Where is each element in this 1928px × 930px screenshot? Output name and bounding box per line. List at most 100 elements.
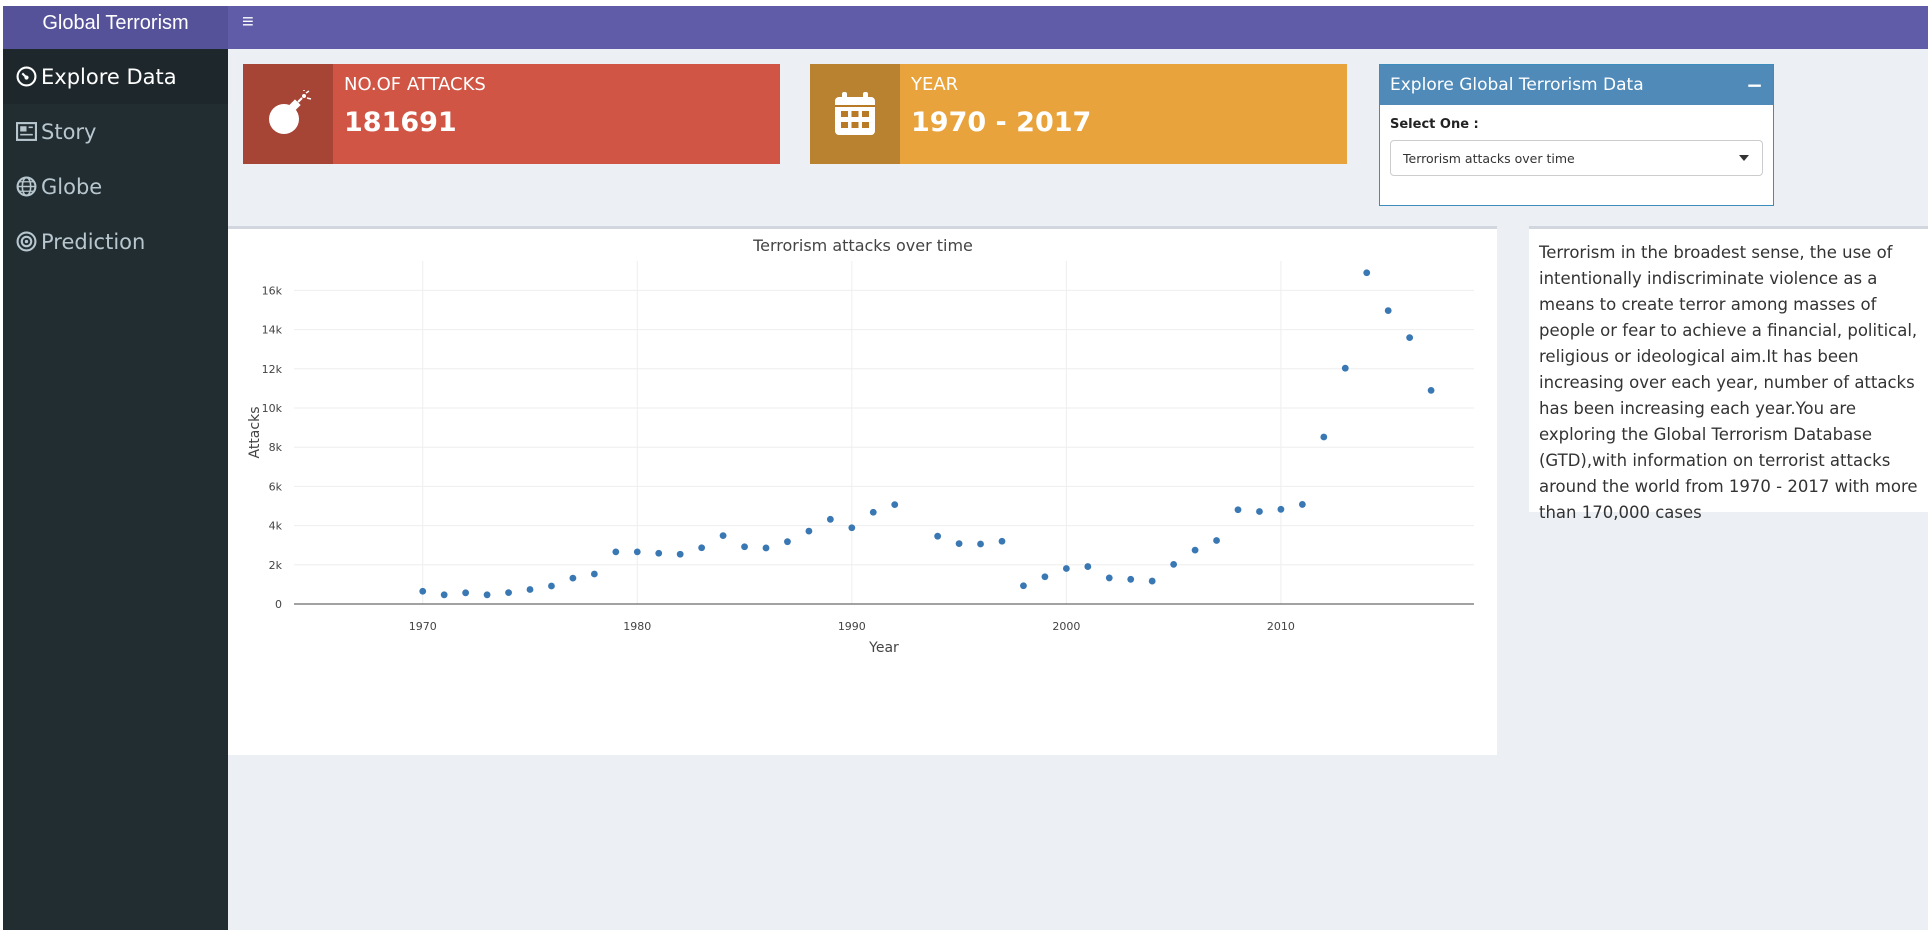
data-point — [526, 586, 534, 593]
data-point — [1191, 546, 1199, 554]
data-point — [934, 532, 942, 540]
year-label: YEAR — [911, 74, 959, 95]
collapse-icon[interactable]: − — [1746, 73, 1763, 97]
data-point — [1341, 364, 1349, 372]
data-point — [633, 548, 641, 556]
data-point — [955, 540, 963, 548]
data-point — [1320, 433, 1328, 441]
tachometer-icon — [15, 66, 37, 88]
sidebar-menu: Explore Data Story Globe Prediction — [3, 49, 228, 269]
y-tick-label: 6k — [269, 480, 283, 493]
x-tick-label: 1970 — [409, 620, 437, 633]
data-point — [1041, 573, 1049, 581]
data-point — [548, 582, 555, 590]
data-point — [698, 544, 706, 552]
data-point — [1020, 582, 1027, 590]
y-tick-label: 4k — [269, 520, 283, 533]
sidebar-item-story[interactable]: Story — [3, 104, 228, 159]
data-point — [826, 515, 834, 523]
sidebar-item-label: Story — [41, 119, 97, 144]
data-point — [590, 570, 598, 578]
year-info-box: YEAR 1970 - 2017 — [810, 64, 1347, 164]
data-point — [998, 537, 1006, 545]
calendar-icon — [810, 64, 900, 164]
y-tick-label: 2k — [269, 559, 283, 572]
sidebar-item-label: Explore Data — [41, 64, 177, 89]
attacks-label: NO.OF ATTACKS — [344, 74, 486, 95]
x-axis-title: Year — [868, 640, 899, 656]
y-axis-title: Attacks — [247, 407, 263, 459]
globe-icon — [15, 176, 37, 198]
data-point — [977, 540, 984, 548]
data-point — [676, 550, 684, 558]
attacks-value: 181691 — [344, 107, 457, 138]
data-point — [612, 548, 620, 556]
newspaper-icon — [15, 121, 37, 143]
data-point — [1127, 575, 1135, 583]
x-tick-label: 2010 — [1267, 620, 1295, 633]
chart-title: Terrorism attacks over time — [752, 236, 973, 255]
data-point — [848, 524, 856, 532]
bomb-icon — [243, 64, 333, 164]
sidebar-item-label: Prediction — [41, 229, 146, 254]
data-point — [462, 589, 470, 597]
data-point — [741, 543, 748, 551]
year-value: 1970 - 2017 — [911, 107, 1092, 138]
control-box-title: Explore Global Terrorism Data — [1390, 75, 1644, 95]
data-point — [762, 544, 770, 552]
data-point — [805, 527, 813, 535]
control-box-header: Explore Global Terrorism Data − — [1380, 65, 1773, 105]
description-text: Terrorism in the broadest sense, the use… — [1539, 243, 1918, 522]
description-box: Terrorism in the broadest sense, the use… — [1529, 226, 1928, 522]
y-tick-label: 0 — [275, 598, 282, 611]
sidebar-toggle-icon[interactable]: ≡ — [242, 11, 254, 33]
sidebar: Global Terrorism Explore Data Story Glob… — [3, 6, 228, 930]
x-tick-label: 1990 — [838, 620, 866, 633]
caret-down-icon — [1739, 155, 1749, 161]
data-point — [1384, 307, 1392, 314]
data-point — [440, 591, 448, 599]
data-point — [891, 501, 899, 509]
data-point — [1105, 574, 1113, 582]
chart-box: 0 2k 4k 6k 8k 10k 12k 14k 16k 1970 1980 1990 2000 201… — [228, 226, 1497, 755]
data-point — [1363, 269, 1371, 277]
explore-control-box: Explore Global Terrorism Data − Select O… — [1379, 64, 1774, 206]
data-point — [1062, 565, 1070, 572]
x-tick-label: 1980 — [623, 620, 651, 633]
data-point — [1084, 563, 1092, 570]
data-point — [1148, 577, 1156, 585]
data-point — [784, 538, 791, 546]
data-point — [1213, 537, 1220, 544]
chart-select-dropdown[interactable]: Terrorism attacks over time — [1390, 140, 1763, 176]
select-label: Select One : — [1390, 117, 1479, 132]
sidebar-item-prediction[interactable]: Prediction — [3, 214, 228, 269]
data-point — [1406, 334, 1414, 342]
data-point — [1277, 505, 1285, 513]
data-point — [655, 549, 663, 557]
data-point — [719, 532, 727, 539]
main-content: NO.OF ATTACKS 181691 YEAR 1970 - 2017 Ex… — [228, 49, 1928, 930]
data-point — [1170, 561, 1178, 568]
selected-option: Terrorism attacks over time — [1403, 150, 1575, 166]
y-tick-label: 12k — [262, 363, 283, 376]
y-tick-label: 16k — [262, 284, 283, 297]
data-point — [1298, 501, 1306, 508]
sidebar-item-explore-data[interactable]: Explore Data — [3, 49, 228, 104]
bullseye-icon — [15, 231, 37, 253]
data-point — [419, 587, 427, 595]
data-point — [569, 574, 577, 582]
y-tick-label: 8k — [269, 441, 283, 454]
sidebar-item-globe[interactable]: Globe — [3, 159, 228, 214]
attacks-info-box: NO.OF ATTACKS 181691 — [243, 64, 780, 164]
x-tick-label: 2000 — [1052, 620, 1080, 633]
data-point — [483, 591, 491, 599]
sidebar-item-label: Globe — [41, 174, 103, 199]
data-point — [1234, 506, 1242, 514]
y-tick-label: 10k — [262, 402, 283, 415]
data-point — [1427, 386, 1435, 394]
data-point — [505, 589, 512, 597]
attacks-scatter-chart[interactable]: 0 2k 4k 6k 8k 10k 12k 14k 16k 1970 1980 1990 2000 201… — [228, 229, 1497, 752]
data-point — [869, 508, 877, 516]
top-navbar: ≡ — [228, 6, 1928, 49]
app-title[interactable]: Global Terrorism — [3, 6, 228, 49]
